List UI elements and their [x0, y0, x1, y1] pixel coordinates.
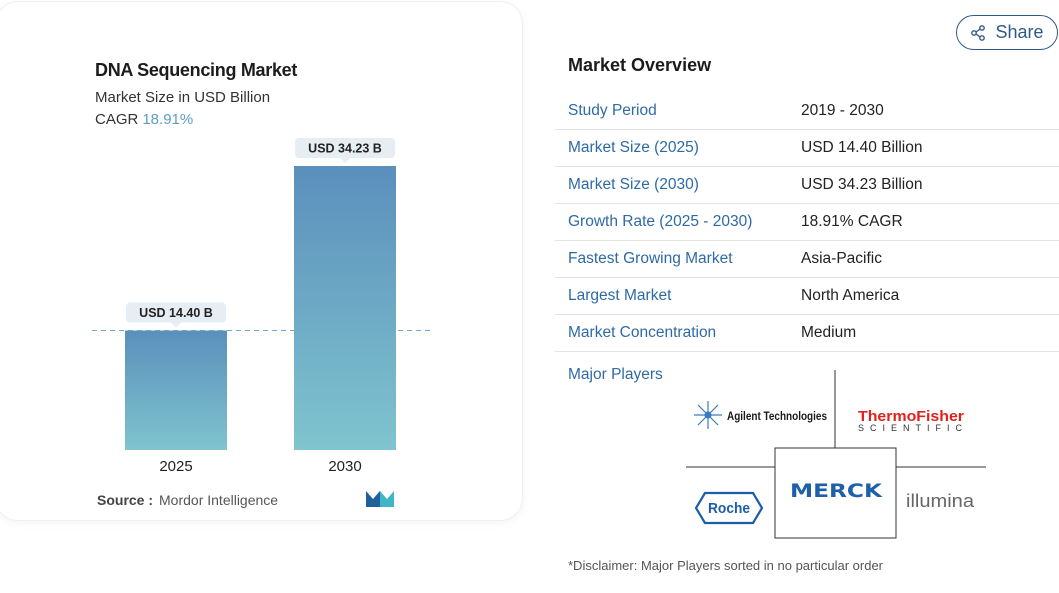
overview-row: Market Size (2025) USD 14.40 Billion	[555, 130, 1059, 167]
mordor-logo-icon	[366, 491, 394, 507]
overview-row-value: USD 34.23 Billion	[801, 176, 923, 193]
data-label-pill	[126, 302, 226, 323]
chart-title: DNA Sequencing Market	[95, 60, 298, 80]
x-tick-label: 2030	[328, 458, 361, 475]
source-label: Source :	[97, 492, 154, 508]
chart-subtitle: Market Size in USD Billion	[95, 89, 271, 106]
disclaimer-text: *Disclaimer: Major Players sorted in no …	[568, 558, 884, 573]
thermofisher-text: ThermoFisher	[858, 408, 964, 425]
overview-row: Growth Rate (2025 - 2030) 18.91% CAGR	[555, 204, 1059, 241]
overview-row-label: Market Concentration	[568, 324, 717, 341]
agilent-spark-icon	[694, 401, 722, 429]
data-label-2030: USD 34.23 B	[295, 138, 395, 163]
overview-row-label: Fastest Growing Market	[568, 250, 733, 267]
overview-row-value: USD 14.40 Billion	[801, 139, 923, 156]
roche-logo: Roche	[694, 491, 764, 525]
bar-2030	[294, 166, 396, 450]
illumina-logo: illumina	[906, 491, 975, 511]
overview-table: Study Period 2019 - 2030 Market Size (2025…	[555, 93, 1059, 352]
x-tick-label: 2025	[159, 458, 192, 475]
agilent-logo: Agilent Technologies	[694, 401, 827, 429]
bar-2025	[125, 330, 227, 450]
data-label-text: USD 34.23 B	[308, 142, 382, 156]
overview-row-label: Largest Market	[568, 287, 672, 304]
data-label-text: USD 14.40 B	[139, 306, 213, 320]
cagr-label: CAGR	[95, 111, 139, 128]
overview-row-label: Market Size (2025)	[568, 139, 699, 156]
chart-card	[0, 2, 522, 520]
data-label-pointer	[340, 158, 350, 163]
overview-row: Fastest Growing Market Asia-Pacific	[555, 241, 1059, 278]
source-row: Source : Mordor Intelligence	[97, 492, 278, 508]
roche-text: Roche	[708, 500, 750, 517]
cagr-row: CAGR 18.91%	[95, 111, 193, 128]
share-button[interactable]: Share	[956, 15, 1058, 50]
overview-row-label: Growth Rate (2025 - 2030)	[568, 213, 753, 230]
overview-row-value: 18.91% CAGR	[801, 213, 903, 230]
major-players-label: Major Players	[568, 366, 663, 383]
thermofisher-logo: ThermoFisher SCIENTIFIC	[858, 408, 964, 433]
overview-title: Market Overview	[568, 55, 712, 75]
overview-row-value: 2019 - 2030	[801, 102, 884, 119]
roche-hexagon-icon	[694, 491, 764, 525]
thermofisher-subtext: SCIENTIFIC	[858, 423, 963, 433]
overview-row-label: Market Size (2030)	[568, 176, 699, 193]
overview-row-value: Medium	[801, 324, 857, 341]
bar-chart: USD 14.40 B USD 34.23 B 2025 2030	[92, 138, 432, 475]
data-label-2025: USD 14.40 B	[126, 302, 226, 328]
overview-row: Study Period 2019 - 2030	[555, 93, 1059, 130]
overview-row: Market Size (2030) USD 34.23 Billion	[555, 167, 1059, 204]
source-value: Mordor Intelligence	[159, 492, 279, 508]
cagr-value: 18.91%	[142, 111, 194, 128]
overview-row-label: Study Period	[568, 102, 657, 119]
agilent-text: Agilent Technologies	[727, 411, 827, 423]
data-label-pointer	[171, 322, 181, 328]
share-icon	[971, 24, 986, 41]
merck-logo: MERCK	[790, 480, 884, 502]
overview-row: Largest Market North America	[555, 278, 1059, 315]
overview-row-value: North America	[801, 287, 900, 304]
share-label: Share	[995, 22, 1044, 42]
overview-row: Market Concentration Medium	[555, 315, 1059, 352]
data-label-pill	[295, 138, 395, 158]
overview-row-value: Asia-Pacific	[801, 250, 882, 267]
